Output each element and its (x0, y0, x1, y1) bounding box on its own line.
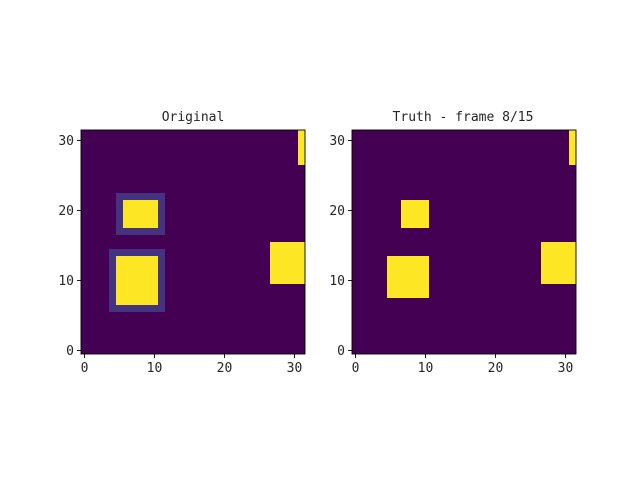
y-tick-label: 30 (58, 134, 74, 149)
panel-original: Original 0 10 20 30 0 10 20 30 (58, 110, 306, 376)
y-tick-label: 30 (329, 134, 345, 149)
heatmap-block (387, 256, 429, 298)
x-ticks-truth: 0 10 20 30 (352, 354, 574, 376)
heatmap-block (116, 256, 158, 305)
axes-frame-truth (351, 129, 577, 355)
heatmap-cells-original (81, 130, 305, 354)
y-tick-label: 20 (329, 204, 345, 219)
x-tick-label: 0 (81, 361, 89, 376)
y-ticks-truth: 0 10 20 30 (329, 134, 352, 359)
heatmap-block (401, 200, 429, 228)
heatmap-cells-truth (352, 130, 576, 354)
y-ticks-original: 0 10 20 30 (58, 134, 81, 359)
x-tick-label: 0 (352, 361, 360, 376)
heatmap-background (352, 130, 576, 354)
axes-frame-original (80, 129, 306, 355)
panel-title-truth: Truth - frame 8/15 (393, 110, 534, 125)
x-tick-label: 10 (147, 361, 163, 376)
panel-title-original: Original (162, 110, 225, 125)
heatmap-block (541, 242, 576, 284)
x-tick-label: 30 (558, 361, 574, 376)
x-tick-label: 20 (217, 361, 233, 376)
x-tick-label: 20 (488, 361, 504, 376)
heatmap-block (569, 130, 576, 165)
y-tick-label: 10 (58, 274, 74, 289)
heatmap-block (123, 200, 158, 228)
x-ticks-original: 0 10 20 30 (81, 354, 303, 376)
x-tick-label: 10 (418, 361, 434, 376)
panel-truth: Truth - frame 8/15 0 10 20 30 0 10 20 30 (329, 110, 577, 376)
heatmap-block (298, 130, 305, 165)
y-tick-label: 10 (329, 274, 345, 289)
y-tick-label: 20 (58, 204, 74, 219)
heatmap-block (270, 242, 305, 284)
x-tick-label: 30 (287, 361, 303, 376)
y-tick-label: 0 (66, 344, 74, 359)
heatmap-background (81, 130, 305, 354)
y-tick-label: 0 (337, 344, 345, 359)
